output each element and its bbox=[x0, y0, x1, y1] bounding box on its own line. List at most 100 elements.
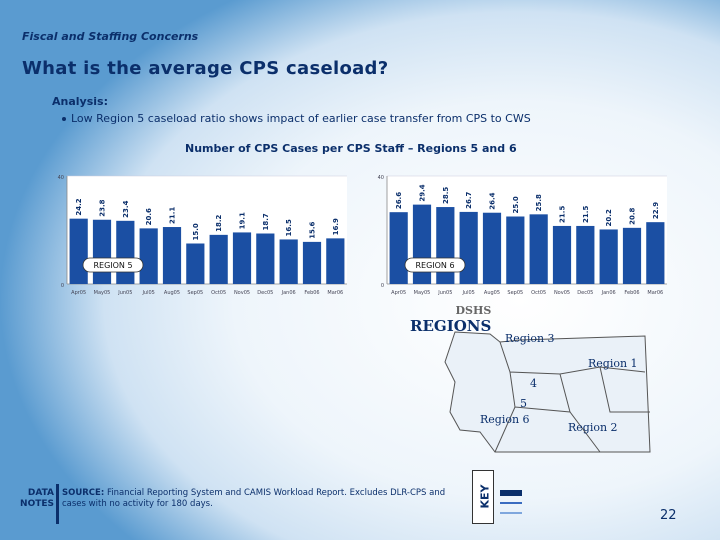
data-label: 16.9 bbox=[332, 218, 340, 235]
bar bbox=[576, 225, 595, 284]
data-label: 26.6 bbox=[395, 192, 403, 209]
map-label-region-2: Region 2 bbox=[568, 421, 618, 434]
data-label: 29.4 bbox=[419, 184, 427, 201]
x-tick-label: Jun05 bbox=[117, 290, 132, 296]
chart-region-5: 0 40 24.2 Apr05 23.8 May05 23.4 Jun05 20.6 Jul05 2… bbox=[58, 175, 347, 296]
data-label: 22.9 bbox=[652, 202, 660, 219]
x-tick-label: May05 bbox=[414, 290, 431, 296]
map-label-region-1: Region 1 bbox=[588, 357, 638, 370]
bar bbox=[92, 219, 112, 284]
bar bbox=[209, 234, 228, 284]
data-label: 24.2 bbox=[75, 198, 83, 215]
data-notes-divider bbox=[56, 484, 59, 524]
data-label: 15.0 bbox=[192, 223, 200, 240]
bullet-icon bbox=[62, 117, 66, 121]
data-label: 26.7 bbox=[465, 192, 473, 209]
chart-region-6: 0 40 26.6 Apr05 29.4 May05 28.5 Jun05 26.7 Jul05 2… bbox=[378, 175, 667, 296]
bar bbox=[646, 222, 665, 284]
bar bbox=[459, 211, 478, 284]
data-label: 23.8 bbox=[99, 199, 107, 216]
bar bbox=[302, 241, 322, 284]
x-tick-label: Jan06 bbox=[281, 290, 296, 296]
x-tick-label: Aug05 bbox=[484, 290, 500, 296]
data-label: 20.8 bbox=[629, 207, 637, 224]
data-label: 16.5 bbox=[285, 219, 293, 236]
map-regions-label: REGIONS bbox=[410, 317, 492, 335]
x-tick-label: Apr05 bbox=[71, 290, 86, 296]
bar bbox=[389, 212, 408, 284]
map-dshs: DSHS bbox=[455, 304, 492, 317]
x-tick-label: Feb06 bbox=[624, 290, 639, 296]
x-tick-label: Jun05 bbox=[437, 290, 452, 296]
map-title: DSHS REGIONS bbox=[410, 304, 492, 335]
map-label-region-3: Region 3 bbox=[505, 332, 555, 345]
key-swatch-3 bbox=[500, 512, 522, 514]
bar bbox=[552, 225, 572, 284]
source-label: SOURCE: bbox=[62, 488, 105, 498]
source-note: SOURCE: Financial Reporting System and C… bbox=[62, 488, 462, 510]
region-pill bbox=[82, 257, 144, 273]
region-label: REGION 6 bbox=[415, 261, 454, 270]
x-tick-label: Apr05 bbox=[391, 290, 406, 296]
data-label: 20.2 bbox=[605, 209, 613, 226]
analysis-bullet: Low Region 5 caseload ratio shows impact… bbox=[62, 112, 531, 125]
y-tick-label: 40 bbox=[58, 175, 64, 181]
bar bbox=[256, 233, 275, 284]
y-tick-label: 40 bbox=[378, 175, 384, 181]
key-swatch-1 bbox=[500, 490, 522, 496]
bar bbox=[139, 228, 158, 284]
x-tick-label: Jul05 bbox=[461, 290, 474, 296]
analysis-heading: Analysis: bbox=[52, 95, 108, 108]
x-tick-label: Mar06 bbox=[327, 290, 343, 296]
data-label: 20.6 bbox=[145, 208, 153, 225]
x-tick-label: Mar06 bbox=[647, 290, 663, 296]
bar bbox=[599, 229, 618, 284]
x-tick-label: Nov05 bbox=[554, 290, 570, 296]
key-box bbox=[472, 470, 494, 524]
x-tick-label: Oct05 bbox=[531, 290, 546, 296]
map-label-5: 5 bbox=[520, 397, 527, 410]
region-pill bbox=[404, 257, 466, 273]
data-label: 25.0 bbox=[512, 196, 520, 213]
data-label: 18.7 bbox=[262, 213, 270, 230]
map-region-borders bbox=[494, 341, 650, 453]
x-tick-label: Sep05 bbox=[187, 290, 203, 296]
data-label: 21.5 bbox=[559, 206, 567, 223]
bar bbox=[529, 214, 548, 284]
data-label: 25.8 bbox=[535, 194, 543, 211]
x-tick-label: May05 bbox=[94, 290, 111, 296]
bar bbox=[116, 220, 135, 284]
x-tick-label: Jul05 bbox=[141, 290, 154, 296]
x-tick-label: Aug05 bbox=[164, 290, 180, 296]
data-label: 23.4 bbox=[122, 200, 130, 217]
source-text: Financial Reporting System and CAMIS Wor… bbox=[62, 488, 446, 509]
y-tick-label: 0 bbox=[381, 283, 384, 289]
x-tick-label: Dec05 bbox=[577, 290, 593, 296]
x-tick-label: Oct05 bbox=[211, 290, 226, 296]
data-label: 26.4 bbox=[489, 192, 497, 209]
data-label: 15.6 bbox=[309, 221, 317, 238]
bar bbox=[279, 239, 298, 284]
data-label: 28.5 bbox=[442, 187, 450, 204]
map-outline bbox=[444, 331, 651, 453]
key-label: KEY bbox=[478, 484, 492, 509]
bar bbox=[232, 232, 252, 284]
bar bbox=[69, 218, 88, 284]
map-label-region-6: Region 6 bbox=[480, 413, 530, 426]
bar bbox=[162, 227, 182, 284]
bar bbox=[622, 227, 642, 284]
data-notes-label: DATA NOTES bbox=[20, 488, 54, 509]
x-tick-label: Jan06 bbox=[601, 290, 616, 296]
bar bbox=[482, 212, 502, 284]
data-label: 21.5 bbox=[582, 206, 590, 223]
data-label: 19.1 bbox=[239, 212, 247, 229]
bar bbox=[436, 207, 455, 284]
page-title: What is the average CPS caseload? bbox=[22, 58, 389, 79]
data-label: 21.1 bbox=[169, 207, 177, 224]
section-title: Fiscal and Staffing Concerns bbox=[22, 30, 199, 43]
regions-map bbox=[444, 331, 651, 453]
bar bbox=[186, 243, 205, 284]
map-label-4: 4 bbox=[530, 377, 537, 390]
x-tick-label: Sep05 bbox=[507, 290, 523, 296]
bar bbox=[506, 216, 525, 284]
